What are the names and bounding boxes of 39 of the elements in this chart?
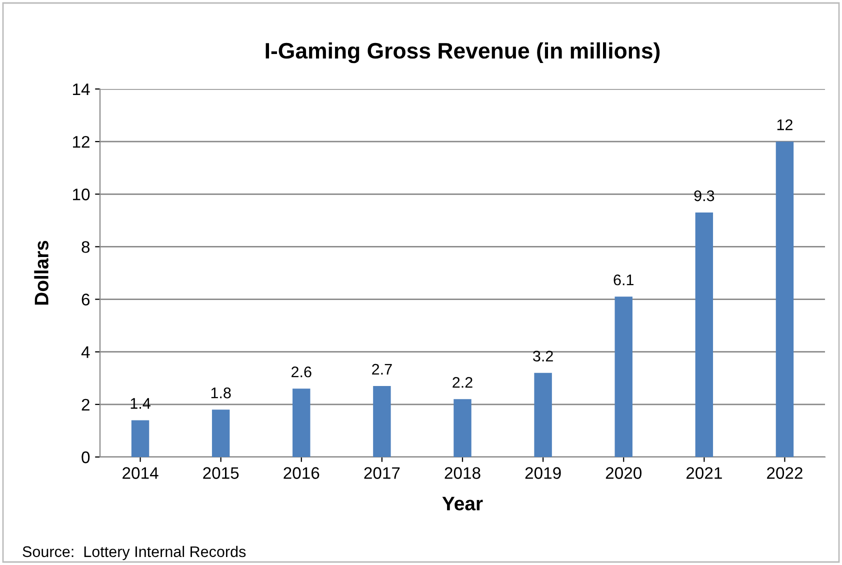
data-label: 9.3 <box>694 190 714 202</box>
bar <box>534 372 552 457</box>
data-label: 1.8 <box>211 388 231 398</box>
data-label: 2.2 <box>452 377 472 388</box>
data-label: 3.2 <box>533 350 553 362</box>
x-tick-label: 2015 <box>203 467 239 479</box>
y-tick-label: 4 <box>81 346 90 358</box>
y-axis-title: Dollars <box>34 240 48 305</box>
y-tick-label: 6 <box>82 294 90 306</box>
y-tick-label: 2 <box>82 398 90 410</box>
x-axis-title: Year <box>442 496 483 510</box>
data-label: 12 <box>777 119 792 130</box>
y-tick-label: 8 <box>82 241 90 253</box>
bar <box>614 296 632 457</box>
data-label: 2.7 <box>372 364 392 375</box>
bar <box>131 420 150 457</box>
x-tick-label: 2019 <box>525 467 561 479</box>
bar <box>212 410 230 457</box>
bar <box>776 142 794 457</box>
y-tick-label: 14 <box>73 84 90 96</box>
y-tick-label: 0 <box>82 451 90 464</box>
y-tick-label: 10 <box>73 188 90 200</box>
bar <box>695 212 714 457</box>
chart-title: I-Gaming Gross Revenue (in millions) <box>266 42 660 64</box>
x-tick-label: 2018 <box>444 467 480 479</box>
x-tick-label: 2016 <box>284 467 320 479</box>
bar <box>292 388 310 457</box>
data-label: 2.6 <box>292 366 312 378</box>
x-tick-label: 2014 <box>122 467 158 479</box>
bar <box>454 399 472 457</box>
x-tick-label: 2020 <box>606 467 642 479</box>
x-tick-label: 2017 <box>364 467 400 479</box>
x-tick-label: 2022 <box>767 467 802 479</box>
bar <box>373 386 391 457</box>
y-tick-label: 12 <box>73 136 90 148</box>
data-label: 6.1 <box>614 274 634 286</box>
source-note: Source: Lottery Internal Records <box>22 546 246 560</box>
x-tick-label: 2021 <box>686 467 722 479</box>
data-label: 1.4 <box>130 398 150 409</box>
